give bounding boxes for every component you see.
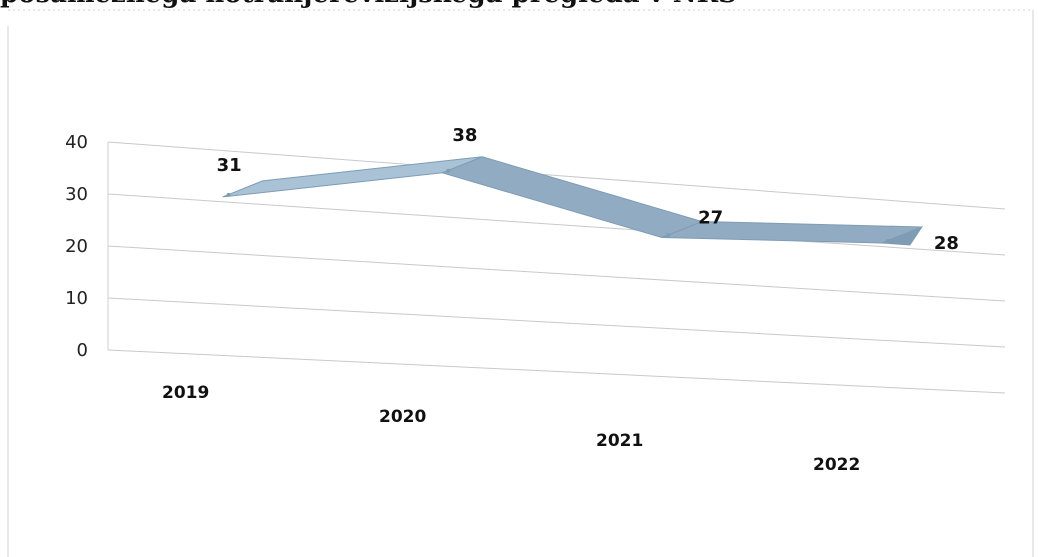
y-tick-label-40: 40 (65, 132, 88, 153)
gridline-40 (107, 141, 1006, 210)
data-label-2022: 28 (934, 233, 959, 254)
data-series (222, 156, 924, 246)
chart-title: posameznega notranjerevizijskega pregled… (0, 0, 737, 9)
x-tick-label-2021: 2021 (596, 431, 643, 451)
data-label-2020: 38 (452, 125, 477, 146)
data-point-2019 (226, 192, 231, 197)
y-tick-label-30: 30 (65, 184, 88, 205)
x-axis-ticks: 2019 2020 2021 2022 (162, 383, 860, 475)
x-tick-label-2020: 2020 (379, 407, 426, 427)
y-tick-label-0: 0 (77, 340, 88, 361)
series-end-cap (881, 225, 924, 246)
y-tick-label-10: 10 (65, 288, 88, 309)
y-tick-label-20: 20 (65, 236, 88, 257)
data-point-2022 (885, 238, 890, 243)
data-point-2020 (446, 168, 451, 173)
x-tick-label-2019: 2019 (162, 383, 209, 403)
data-label-2021: 27 (698, 208, 723, 229)
series-segment-2019-2020 (222, 156, 483, 198)
gridlines (107, 141, 1006, 394)
data-point-2021 (666, 233, 671, 238)
y-axis-ticks: 0 10 20 30 40 (65, 132, 88, 361)
gridline-10 (107, 297, 1006, 348)
data-label-2019: 31 (217, 155, 242, 176)
gridline-0 (107, 349, 1006, 394)
gridline-30 (107, 193, 1006, 256)
x-tick-label-2022: 2022 (813, 455, 860, 475)
data-labels: 31 38 27 28 (217, 125, 959, 254)
gridline-20 (107, 245, 1006, 302)
